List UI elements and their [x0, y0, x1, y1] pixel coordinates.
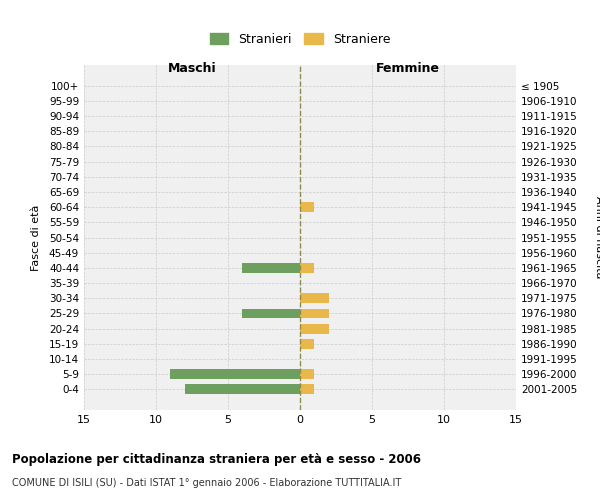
Text: Popolazione per cittadinanza straniera per età e sesso - 2006: Popolazione per cittadinanza straniera p…: [12, 452, 421, 466]
Bar: [242, 308, 300, 318]
Y-axis label: Anni di nascita: Anni di nascita: [594, 196, 600, 279]
Bar: [300, 263, 314, 273]
Legend: Stranieri, Straniere: Stranieri, Straniere: [203, 26, 397, 52]
Bar: [242, 263, 300, 273]
Bar: [170, 370, 300, 379]
Bar: [300, 324, 329, 334]
Y-axis label: Fasce di età: Fasce di età: [31, 204, 41, 270]
Bar: [300, 294, 329, 303]
Bar: [300, 339, 314, 349]
Text: COMUNE DI ISILI (SU) - Dati ISTAT 1° gennaio 2006 - Elaborazione TUTTITALIA.IT: COMUNE DI ISILI (SU) - Dati ISTAT 1° gen…: [12, 478, 401, 488]
Bar: [185, 384, 300, 394]
Text: Femmine: Femmine: [376, 62, 440, 75]
Bar: [300, 202, 314, 212]
Text: Maschi: Maschi: [167, 62, 217, 75]
Bar: [300, 370, 314, 379]
Bar: [300, 308, 329, 318]
Bar: [300, 384, 314, 394]
